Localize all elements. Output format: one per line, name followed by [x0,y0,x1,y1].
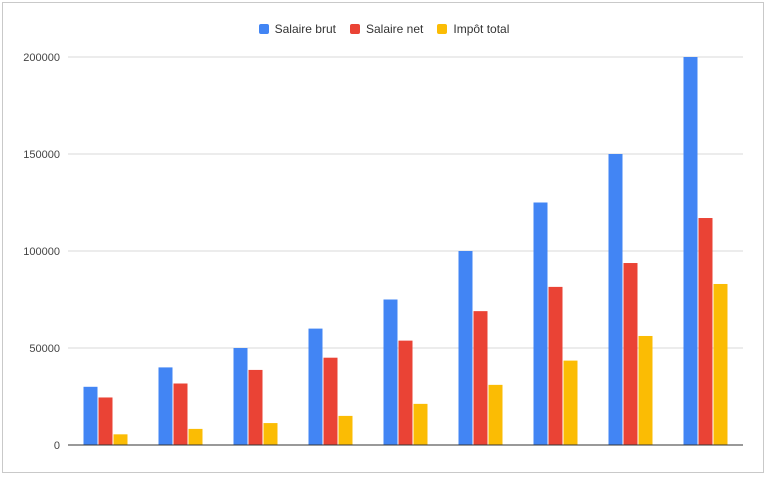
bar [98,397,113,445]
legend-item-salaire-net[interactable]: Salaire net [349,22,424,36]
chart-legend: Salaire brut Salaire net Impôt total [0,22,768,36]
y-tick-label: 50000 [29,343,60,355]
bar [713,283,728,445]
bar [338,415,353,445]
bar [158,367,173,445]
bar [533,202,548,445]
bar [563,360,578,445]
bar [473,311,488,445]
y-tick-label: 200000 [23,52,60,64]
legend-label-impot-total: Impôt total [453,22,510,36]
legend-swatch-salaire-brut [258,24,269,34]
legend-item-impot-total[interactable]: Impôt total [437,22,509,36]
legend-swatch-impot-total [437,24,448,34]
bar [398,340,413,445]
bar [548,286,563,445]
bar [323,357,338,445]
legend-item-salaire-brut[interactable]: Salaire brut [258,22,336,36]
bar [233,348,248,445]
bar [383,299,398,445]
bar [683,57,698,445]
bar [83,386,98,445]
y-tick-label: 150000 [23,149,60,161]
bar [248,369,263,445]
bar [488,384,503,445]
bar [113,434,128,445]
y-tick-label: 0 [54,440,60,452]
bar [413,403,428,445]
legend-label-salaire-brut: Salaire brut [274,22,336,36]
bar [308,328,323,445]
legend-label-salaire-net: Salaire net [365,22,424,36]
bar [263,423,278,445]
bar [188,428,203,445]
y-tick-label: 100000 [23,246,60,258]
bar [638,335,653,445]
bar [173,383,188,445]
bar [698,218,713,445]
bar [458,251,473,445]
legend-swatch-salaire-net [349,24,360,34]
bar [608,154,623,445]
bar [623,263,638,445]
